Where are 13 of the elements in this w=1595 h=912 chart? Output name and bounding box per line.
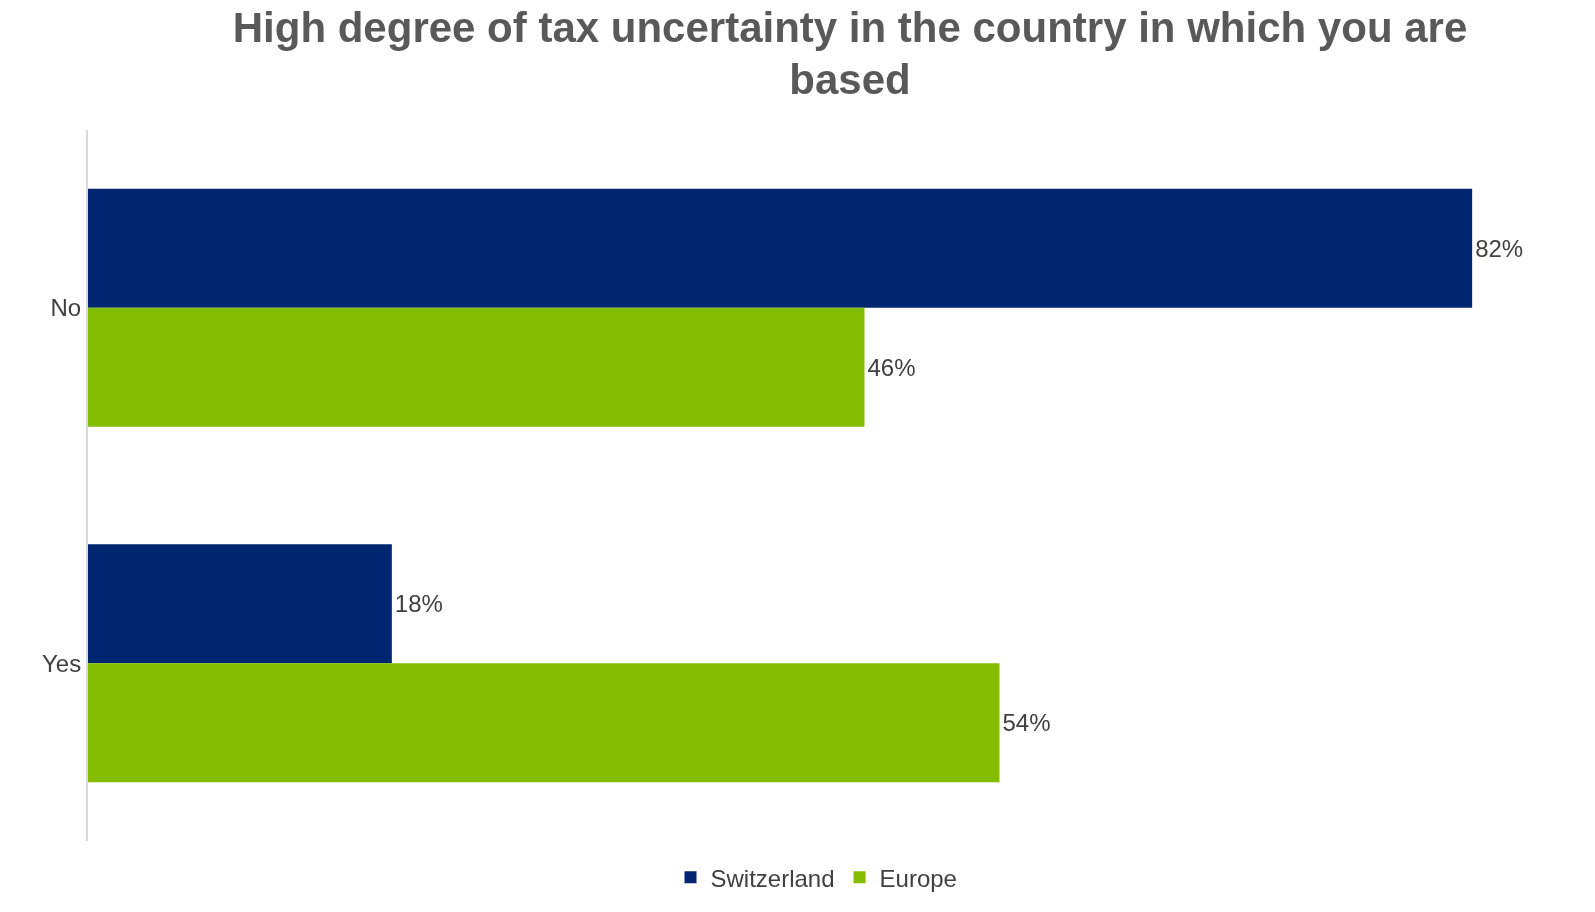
data-label: 54% — [1002, 709, 1051, 737]
bar — [88, 307, 865, 427]
data-label: 18% — [394, 590, 443, 618]
legend-label: Switzerland — [710, 864, 835, 892]
y-tick-label: Yes — [42, 649, 82, 677]
bar — [88, 544, 392, 664]
data-label: 46% — [867, 353, 916, 381]
data-label: 82% — [1475, 234, 1524, 262]
chart-title: High degree of tax uncertainty in the country in which you are based — [231, 3, 1469, 105]
y-tick-label: No — [50, 294, 82, 322]
legend-label: Europe — [879, 864, 957, 892]
bar — [88, 663, 1000, 783]
bar — [88, 188, 1473, 308]
